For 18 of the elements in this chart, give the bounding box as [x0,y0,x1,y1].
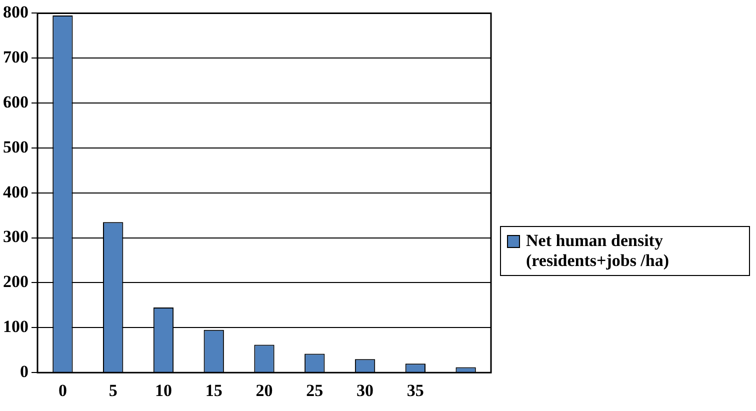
x-tick-label: 35 [406,381,424,400]
y-tick-label: 100 [3,317,28,336]
y-tick-label: 200 [3,272,28,292]
x-tick-label: 15 [205,381,222,400]
y-tick-label: 400 [3,182,28,202]
y-tick-label: 0 [20,362,28,381]
y-tick-label: 300 [3,227,28,246]
x-tick-label: 25 [306,381,324,400]
x-tick-label: 0 [58,381,67,400]
y-tick-label: 700 [3,48,28,67]
x-tick-label: 20 [256,381,273,400]
y-tick-label: 500 [3,137,28,156]
y-tick-label: 600 [3,92,28,112]
y-tick-label: 800 [3,2,28,22]
legend-label: Net human density (residents+jobs /ha) [526,231,670,271]
x-tick-label: 10 [154,381,172,400]
x-tick-label: 5 [108,381,118,400]
x-tick-label: 30 [356,381,374,400]
